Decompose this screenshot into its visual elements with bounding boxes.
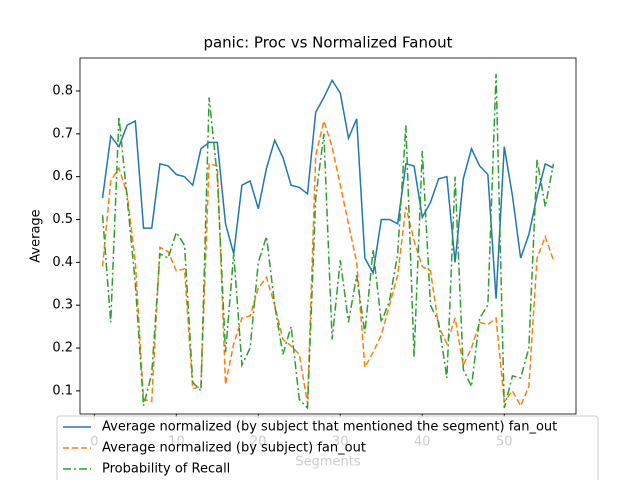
chart-title: panic: Proc vs Normalized Fanout [203,34,452,52]
series-line [101,78,554,299]
y-tick-label: 0.5 [52,212,73,227]
plot-frame [79,57,577,415]
y-tick-label: 0.8 [52,83,73,98]
series-line [101,118,555,408]
y-axis-label: Average [29,209,44,262]
y-tick-label: 0.2 [52,341,73,356]
y-tick-label: 0.7 [52,126,73,141]
legend-label: Probability of Recall [102,462,230,477]
legend-label: Average normalized (by subject that ment… [102,420,557,435]
y-tick-label: 0.3 [52,298,73,313]
y-tick-label: 0.4 [52,255,73,270]
series-line [101,73,555,410]
y-tick-label: 0.6 [52,169,73,184]
legend-label: Average normalized (by subject) fan_out [102,441,366,456]
y-tick-label: 0.1 [52,383,73,398]
legend-box [56,415,599,480]
